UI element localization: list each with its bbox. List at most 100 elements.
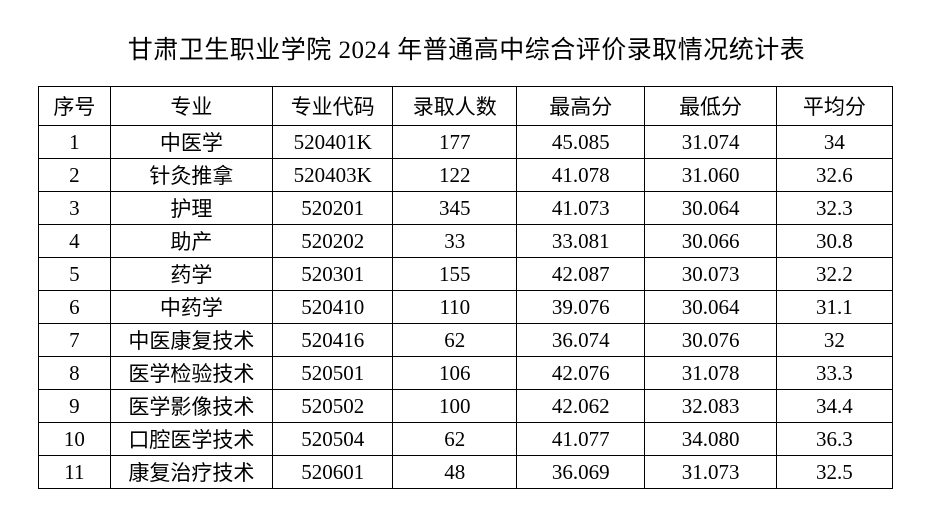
table-row: 10 口腔医学技术 520504 62 41.077 34.080 36.3 (38, 422, 894, 456)
table-cell: 药学 (109, 257, 273, 291)
table-cell: 8 (38, 356, 111, 390)
table-cell: 155 (392, 257, 518, 291)
table-cell: 520504 (271, 422, 394, 456)
table-header-row: 序号 专业 专业代码 录取人数 最高分 最低分 平均分 (38, 86, 894, 126)
table-cell: 康复治疗技术 (109, 455, 273, 489)
table-cell: 31.078 (644, 356, 777, 390)
table-cell: 177 (392, 125, 518, 159)
table-cell: 32.083 (644, 389, 777, 423)
table-cell: 30.066 (644, 224, 777, 258)
table-cell: 4 (38, 224, 111, 258)
table-row: 3 护理 520201 345 41.073 30.064 32.3 (38, 191, 894, 225)
table-cell: 48 (392, 455, 518, 489)
col-header-avg-score: 平均分 (775, 86, 894, 126)
table-cell: 30.064 (644, 191, 777, 225)
table-row: 4 助产 520202 33 33.081 30.066 30.8 (38, 224, 894, 258)
table-cell: 62 (392, 323, 518, 357)
table-header: 序号 专业 专业代码 录取人数 最高分 最低分 平均分 (38, 86, 894, 126)
table-cell: 36.069 (516, 455, 646, 489)
table-cell: 520201 (271, 191, 394, 225)
table-cell: 42.062 (516, 389, 646, 423)
table-cell: 30.073 (644, 257, 777, 291)
table-row: 8 医学检验技术 520501 106 42.076 31.078 33.3 (38, 356, 894, 390)
table-cell: 3 (38, 191, 111, 225)
table-cell: 41.073 (516, 191, 646, 225)
table-cell: 62 (392, 422, 518, 456)
table-cell: 31.073 (644, 455, 777, 489)
table-cell: 1 (38, 125, 111, 159)
col-header-index: 序号 (38, 86, 111, 126)
table-cell: 32.3 (775, 191, 894, 225)
table-cell: 30.8 (775, 224, 894, 258)
table-cell: 100 (392, 389, 518, 423)
table-cell: 中医康复技术 (109, 323, 273, 357)
table-cell: 520416 (271, 323, 394, 357)
col-header-admitted-count: 录取人数 (392, 86, 518, 126)
table-cell: 41.077 (516, 422, 646, 456)
table-cell: 10 (38, 422, 111, 456)
table-cell: 520601 (271, 455, 394, 489)
table-cell: 122 (392, 158, 518, 192)
table-cell: 医学检验技术 (109, 356, 273, 390)
table-cell: 520501 (271, 356, 394, 390)
table-row: 11 康复治疗技术 520601 48 36.069 31.073 32.5 (38, 455, 894, 489)
table-row: 7 中医康复技术 520416 62 36.074 30.076 32 (38, 323, 894, 357)
table-cell: 护理 (109, 191, 273, 225)
table-cell: 34.4 (775, 389, 894, 423)
table-cell: 110 (392, 290, 518, 324)
table-cell: 42.087 (516, 257, 646, 291)
table-cell: 7 (38, 323, 111, 357)
table-cell: 医学影像技术 (109, 389, 273, 423)
table-cell: 345 (392, 191, 518, 225)
table-cell: 520502 (271, 389, 394, 423)
table-cell: 2 (38, 158, 111, 192)
table-cell: 9 (38, 389, 111, 423)
table-row: 1 中医学 520401K 177 45.085 31.074 34 (38, 125, 894, 159)
table-cell: 31.074 (644, 125, 777, 159)
table-cell: 41.078 (516, 158, 646, 192)
table-cell: 520403K (271, 158, 394, 192)
table-cell: 520401K (271, 125, 394, 159)
table-cell: 6 (38, 290, 111, 324)
table-row: 2 针灸推拿 520403K 122 41.078 31.060 32.6 (38, 158, 894, 192)
table-cell: 33 (392, 224, 518, 258)
table-cell: 32.6 (775, 158, 894, 192)
table-cell: 520410 (271, 290, 394, 324)
table-cell: 520202 (271, 224, 394, 258)
table-cell: 106 (392, 356, 518, 390)
table-cell: 45.085 (516, 125, 646, 159)
table-cell: 36.074 (516, 323, 646, 357)
col-header-max-score: 最高分 (516, 86, 646, 126)
table-body: 1 中医学 520401K 177 45.085 31.074 34 2 针灸推拿 520403K… (38, 125, 894, 489)
col-header-major: 专业 (109, 86, 273, 126)
table-cell: 30.076 (644, 323, 777, 357)
table-cell: 32 (775, 323, 894, 357)
table-cell: 口腔医学技术 (109, 422, 273, 456)
table-cell: 30.064 (644, 290, 777, 324)
table-cell: 31.1 (775, 290, 894, 324)
table-cell: 31.060 (644, 158, 777, 192)
page-title: 甘肃卫生职业学院 2024 年普通高中综合评价录取情况统计表 (127, 37, 806, 64)
table-cell: 助产 (109, 224, 273, 258)
table-cell: 39.076 (516, 290, 646, 324)
table-cell: 34 (775, 125, 894, 159)
col-header-major-code: 专业代码 (271, 86, 394, 126)
table-cell: 36.3 (775, 422, 894, 456)
col-header-min-score: 最低分 (644, 86, 777, 126)
table-cell: 520301 (271, 257, 394, 291)
table-cell: 34.080 (644, 422, 777, 456)
table-cell: 11 (38, 455, 111, 489)
table-cell: 5 (38, 257, 111, 291)
admissions-stats-table: 序号 专业 专业代码 录取人数 最高分 最低分 平均分 1 中医学 520401K 1… (38, 86, 894, 489)
table-row: 6 中药学 520410 110 39.076 30.064 31.1 (38, 290, 894, 324)
table-cell: 32.2 (775, 257, 894, 291)
table-cell: 33.081 (516, 224, 646, 258)
table-cell: 33.3 (775, 356, 894, 390)
table-cell: 中药学 (109, 290, 273, 324)
table-cell: 42.076 (516, 356, 646, 390)
table-row: 9 医学影像技术 520502 100 42.062 32.083 34.4 (38, 389, 894, 423)
table-cell: 32.5 (775, 455, 894, 489)
table-row: 5 药学 520301 155 42.087 30.073 32.2 (38, 257, 894, 291)
table-cell: 针灸推拿 (109, 158, 273, 192)
